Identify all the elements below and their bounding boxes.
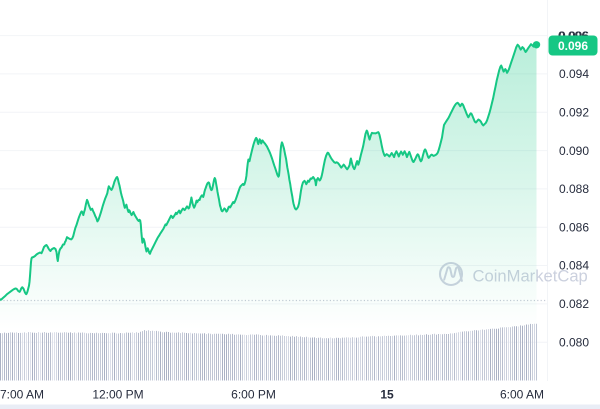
svg-text:0.090: 0.090 (559, 144, 589, 158)
svg-text:0.088: 0.088 (559, 182, 589, 196)
svg-text:6:00 AM: 6:00 AM (500, 388, 544, 402)
svg-text:0.092: 0.092 (559, 105, 589, 119)
svg-text:0.086: 0.086 (559, 220, 589, 234)
svg-text:15: 15 (380, 388, 394, 402)
svg-text:0.082: 0.082 (559, 297, 589, 311)
svg-text:7:00 AM: 7:00 AM (0, 388, 44, 402)
svg-text:0.080: 0.080 (559, 335, 589, 349)
svg-text:0.094: 0.094 (559, 67, 589, 81)
svg-text:0.096: 0.096 (558, 39, 588, 53)
svg-text:12:00 PM: 12:00 PM (92, 388, 143, 402)
svg-text:6:00 PM: 6:00 PM (231, 388, 276, 402)
svg-text:0.084: 0.084 (559, 259, 589, 273)
